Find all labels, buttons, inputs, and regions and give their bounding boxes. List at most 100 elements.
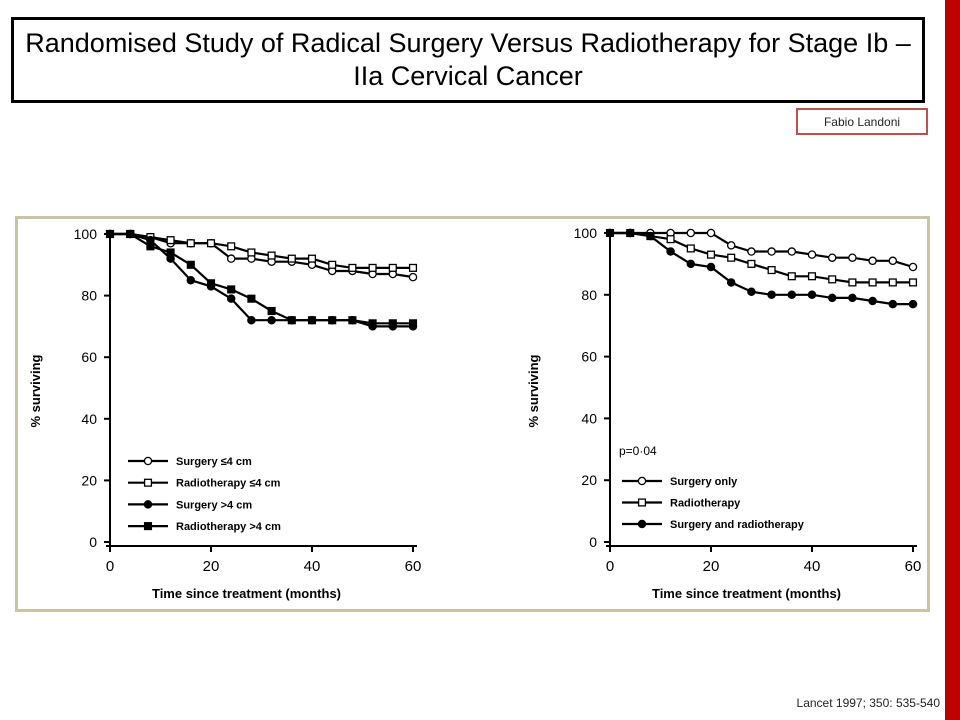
data-point bbox=[408, 263, 418, 272]
p-value-annotation: p=0·04 bbox=[619, 444, 657, 458]
data-point bbox=[328, 260, 337, 269]
data-point bbox=[868, 296, 877, 306]
x-tick-label: 40 bbox=[304, 558, 321, 575]
legend-label: Radiotherapy bbox=[670, 498, 741, 510]
data-point bbox=[166, 248, 175, 257]
data-point bbox=[807, 250, 817, 259]
data-point bbox=[747, 247, 756, 256]
data-point bbox=[388, 263, 397, 272]
data-point bbox=[888, 256, 898, 266]
series-line bbox=[610, 231, 913, 306]
x-tick-label: 20 bbox=[703, 558, 720, 575]
data-point bbox=[827, 293, 837, 303]
y-tick-label: 60 bbox=[81, 349, 97, 365]
data-point bbox=[605, 228, 615, 238]
x-tick-label: 20 bbox=[203, 558, 220, 575]
slide-title: Randomised Study of Radical Surgery Vers… bbox=[25, 28, 911, 91]
legend-marker bbox=[143, 478, 153, 487]
legend-label: Radiotherapy >4 cm bbox=[176, 521, 281, 533]
data-point bbox=[908, 299, 918, 309]
data-point bbox=[328, 316, 337, 325]
data-point bbox=[868, 278, 877, 287]
data-point bbox=[787, 272, 796, 281]
data-point bbox=[767, 266, 776, 275]
data-point bbox=[307, 254, 317, 263]
data-point bbox=[287, 316, 296, 325]
y-tick-label: 20 bbox=[581, 472, 597, 488]
data-point bbox=[307, 316, 317, 325]
data-point bbox=[186, 239, 195, 248]
data-point bbox=[706, 250, 716, 259]
legend-marker bbox=[143, 522, 153, 531]
data-point bbox=[247, 248, 256, 257]
x-tick-label: 60 bbox=[405, 558, 422, 575]
legend-label: Surgery ≤4 cm bbox=[176, 456, 252, 468]
x-axis-label: Time since treatment (months) bbox=[652, 586, 841, 601]
x-axis-label: Time since treatment (months) bbox=[152, 586, 341, 601]
x-tick-label: 0 bbox=[606, 558, 614, 575]
data-point bbox=[888, 278, 897, 287]
data-point bbox=[646, 231, 655, 241]
legend-label: Surgery >4 cm bbox=[176, 499, 252, 511]
author-tag: Fabio Landoni bbox=[796, 108, 928, 135]
y-tick-label: 20 bbox=[81, 472, 97, 488]
series-line bbox=[110, 232, 413, 269]
legend-marker bbox=[637, 519, 647, 529]
data-point bbox=[868, 256, 877, 266]
data-point bbox=[206, 279, 216, 288]
y-tick-label: 40 bbox=[581, 410, 597, 426]
data-point bbox=[126, 229, 135, 239]
y-axis-label: % surviving bbox=[28, 354, 43, 427]
data-point bbox=[706, 262, 716, 272]
data-point bbox=[267, 315, 276, 325]
data-point bbox=[848, 278, 857, 287]
data-point bbox=[686, 244, 695, 253]
legend-marker bbox=[143, 500, 153, 509]
chart-panel-2: 0 20 40 60 80 100 0 20 40 60 Time since treatment … bbox=[526, 225, 921, 601]
series-line bbox=[610, 231, 913, 284]
data-point bbox=[908, 262, 918, 272]
data-point bbox=[247, 294, 256, 303]
series-line bbox=[110, 232, 414, 279]
x-tick-label: 0 bbox=[106, 558, 114, 575]
accent-bar bbox=[945, 0, 960, 720]
series-line bbox=[610, 231, 914, 269]
legend-marker bbox=[143, 456, 153, 466]
data-point bbox=[706, 228, 716, 238]
data-point bbox=[828, 275, 837, 284]
data-point bbox=[388, 319, 397, 328]
y-tick-label: 100 bbox=[574, 225, 598, 241]
citation: Lancet 1997; 350: 535-540 bbox=[796, 696, 940, 710]
y-tick-label: 0 bbox=[89, 534, 97, 550]
data-point bbox=[267, 251, 276, 260]
data-point bbox=[186, 275, 196, 285]
data-point bbox=[227, 242, 236, 251]
data-point bbox=[827, 253, 837, 262]
data-point bbox=[666, 235, 675, 244]
survival-charts: 0 20 40 60 80 100 0 20 40 60 Time since treatment … bbox=[28, 225, 921, 601]
data-point bbox=[226, 294, 236, 303]
data-point bbox=[226, 254, 236, 263]
data-point bbox=[146, 242, 155, 251]
chart-panel-1: 0 20 40 60 80 100 0 20 40 60 Time since treatment … bbox=[28, 226, 421, 601]
data-point bbox=[408, 272, 418, 282]
y-tick-label: 60 bbox=[581, 349, 597, 365]
data-point bbox=[848, 253, 857, 262]
data-point bbox=[247, 315, 256, 325]
data-point bbox=[787, 247, 797, 256]
data-point bbox=[848, 293, 857, 303]
data-point bbox=[186, 260, 195, 269]
x-tick-label: 40 bbox=[804, 558, 821, 575]
figure-frame: 0 20 40 60 80 100 0 20 40 60 Time since treatment … bbox=[15, 216, 930, 612]
data-point bbox=[747, 287, 756, 296]
legend-label: Surgery and radiotherapy bbox=[670, 519, 805, 531]
data-point bbox=[686, 259, 696, 269]
legend-marker bbox=[637, 476, 647, 486]
series-3 bbox=[605, 228, 918, 309]
data-point bbox=[206, 239, 216, 248]
data-point bbox=[767, 247, 776, 256]
data-point bbox=[807, 290, 817, 300]
data-point bbox=[727, 253, 736, 262]
data-point bbox=[787, 290, 797, 300]
legend-marker bbox=[637, 498, 647, 507]
